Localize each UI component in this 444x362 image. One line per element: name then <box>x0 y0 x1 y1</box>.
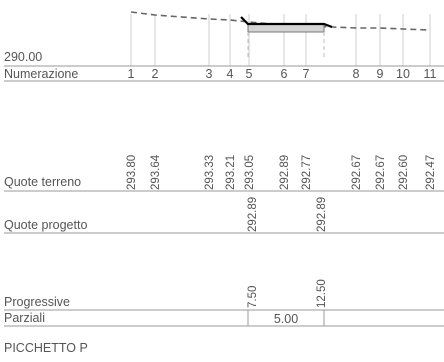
station-number: 11 <box>424 67 437 81</box>
terrain-quote: 293.05 <box>244 155 256 190</box>
terrain-quote: 293.21 <box>225 155 237 190</box>
terrain-quote: 292.67 <box>375 155 387 190</box>
station-number: 4 <box>227 67 234 81</box>
terrain-quote: 292.89 <box>279 155 291 190</box>
row-label-parziali: Parziali <box>4 311 45 325</box>
picchetto-label: PICCHETTO P <box>4 341 88 355</box>
progressive-value: 7.50 <box>247 286 259 308</box>
station-lines <box>130 14 431 66</box>
row-label-progressive: Progressive <box>4 295 70 309</box>
terrain-quote: 292.67 <box>351 155 363 190</box>
partial-value: 5.00 <box>274 312 298 326</box>
station-number: 8 <box>353 67 360 81</box>
terrain-quote: 293.33 <box>204 155 216 190</box>
row-label-quote-terreno: Quote terreno <box>4 175 81 189</box>
design-line <box>240 16 333 29</box>
structure-box <box>247 23 325 33</box>
terrain-quote: 293.64 <box>150 154 162 190</box>
station-number: 6 <box>281 67 288 81</box>
terrain-quotes: 293.80 293.64 293.33 293.21 293.05 292.89 292.… <box>126 154 437 190</box>
design-quote: 292.89 <box>316 197 328 232</box>
station-number: 3 <box>206 67 213 81</box>
datum-label: 290.00 <box>4 50 42 64</box>
station-numbers: 1 2 3 4 5 6 7 8 9 10 11 <box>128 67 437 81</box>
station-number: 10 <box>396 67 410 81</box>
station-number: 2 <box>152 67 159 81</box>
station-number: 9 <box>377 67 384 81</box>
station-number: 5 <box>246 67 253 81</box>
terrain-quote: 292.60 <box>398 155 410 190</box>
terrain-quote: 292.77 <box>301 155 313 190</box>
station-number: 7 <box>303 67 310 81</box>
row-label-quote-progetto: Quote progetto <box>4 218 87 232</box>
station-number: 1 <box>128 67 135 81</box>
terrain-quote: 292.47 <box>425 155 437 190</box>
design-quote: 292.89 <box>247 197 259 232</box>
progressive-value: 12.50 <box>316 279 328 308</box>
row-label-numerazione: Numerazione <box>4 67 78 81</box>
terrain-quote: 293.80 <box>126 155 138 190</box>
